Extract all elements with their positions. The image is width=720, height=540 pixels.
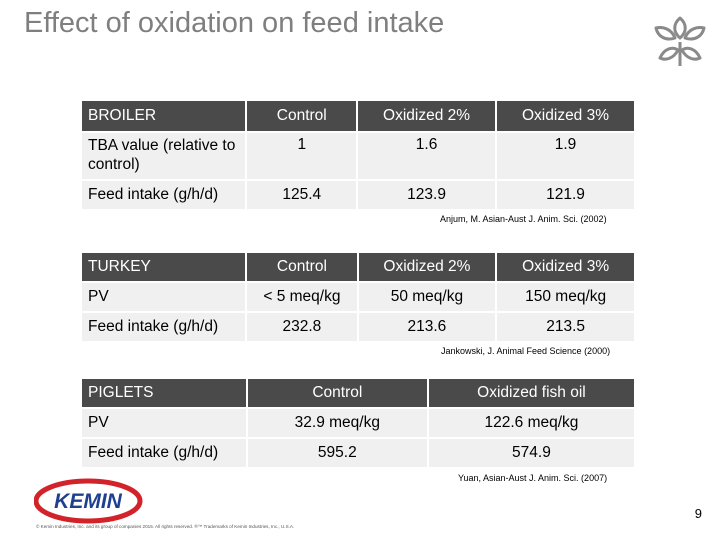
table-cell: 213.6	[358, 313, 496, 341]
citation: Jankowski, J. Animal Feed Science (2000)	[441, 346, 611, 356]
table-header-row: BROILER Control Oxidized 2% Oxidized 3%	[82, 101, 634, 131]
table-cell: PV	[82, 409, 246, 437]
table-header-cell: Oxidized 3%	[497, 253, 634, 281]
table-header-cell: Control	[247, 101, 357, 131]
table-cell: 50 meq/kg	[358, 283, 496, 311]
table-row: Feed intake (g/h/d) 595.2 574.9	[82, 439, 634, 467]
table-cell: Feed intake (g/h/d)	[82, 181, 246, 209]
turkey-table: TURKEY Control Oxidized 2% Oxidized 3% P…	[80, 251, 636, 343]
table-header-cell: Oxidized 2%	[358, 101, 496, 131]
table-cell: 125.4	[247, 181, 357, 209]
table-cell: TBA value (relative to control)	[82, 133, 246, 179]
broiler-table: BROILER Control Oxidized 2% Oxidized 3% …	[80, 99, 636, 211]
table-cell: 213.5	[497, 313, 634, 341]
table-row: PV 32.9 meq/kg 122.6 meq/kg	[82, 409, 634, 437]
table-cell: 574.9	[428, 439, 634, 467]
table-row: TBA value (relative to control) 1 1.6 1.…	[82, 133, 634, 179]
table-row: PV < 5 meq/kg 50 meq/kg 150 meq/kg	[82, 283, 634, 311]
table-cell: 1	[247, 133, 357, 179]
table-header-cell: Control	[247, 253, 357, 281]
table-header-row: TURKEY Control Oxidized 2% Oxidized 3%	[82, 253, 634, 281]
table-cell: 122.6 meq/kg	[428, 409, 634, 437]
table-cell: 123.9	[358, 181, 496, 209]
table-header-cell: Oxidized 3%	[497, 101, 634, 131]
table-cell: 595.2	[247, 439, 427, 467]
citation: Yuan, Asian-Aust J. Anim. Sci. (2007)	[458, 473, 608, 483]
table-cell: Feed intake (g/h/d)	[82, 313, 246, 341]
table-cell: 232.8	[247, 313, 357, 341]
citation: Anjum, M. Asian-Aust J. Anim. Sci. (2002…	[440, 214, 607, 224]
piglets-table: PIGLETS Control Oxidized fish oil PV 32.…	[80, 377, 636, 469]
table-header-cell: BROILER	[82, 101, 246, 131]
table-header-cell: PIGLETS	[82, 379, 246, 407]
table-cell: 121.9	[497, 181, 634, 209]
table-header-cell: TURKEY	[82, 253, 246, 281]
table-cell: PV	[82, 283, 246, 311]
table-cell: 150 meq/kg	[497, 283, 634, 311]
page-title: Effect of oxidation on feed intake	[24, 7, 445, 39]
table-header-cell: Oxidized 2%	[358, 253, 496, 281]
table-header-cell: Oxidized fish oil	[428, 379, 634, 407]
table-cell: 32.9 meq/kg	[247, 409, 427, 437]
table-header-row: PIGLETS Control Oxidized fish oil	[82, 379, 634, 407]
page-number: 9	[694, 506, 702, 521]
table-row: Feed intake (g/h/d) 125.4 123.9 121.9	[82, 181, 634, 209]
table-cell: < 5 meq/kg	[247, 283, 357, 311]
table-cell: Feed intake (g/h/d)	[82, 439, 246, 467]
kemin-logo: KEMIN	[34, 478, 143, 524]
table-cell: 1.9	[497, 133, 634, 179]
kemin-logo-text: KEMIN	[54, 490, 123, 513]
table-header-cell: Control	[247, 379, 427, 407]
leaf-logo-icon	[654, 16, 706, 66]
table-cell: 1.6	[358, 133, 496, 179]
table-row: Feed intake (g/h/d) 232.8 213.6 213.5	[82, 313, 634, 341]
footer-copyright: © Kemin Industries, Inc. and its group o…	[36, 524, 295, 529]
